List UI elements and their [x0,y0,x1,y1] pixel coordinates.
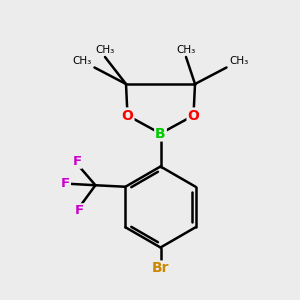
Text: CH₃: CH₃ [229,56,248,66]
Text: O: O [188,109,200,122]
Text: B: B [155,127,166,140]
Text: F: F [72,155,81,168]
Text: F: F [74,204,83,217]
Text: O: O [122,109,134,122]
Text: CH₃: CH₃ [176,45,196,55]
Text: CH₃: CH₃ [95,45,115,55]
Text: Br: Br [152,262,169,275]
Text: CH₃: CH₃ [73,56,92,66]
Text: F: F [61,177,70,190]
